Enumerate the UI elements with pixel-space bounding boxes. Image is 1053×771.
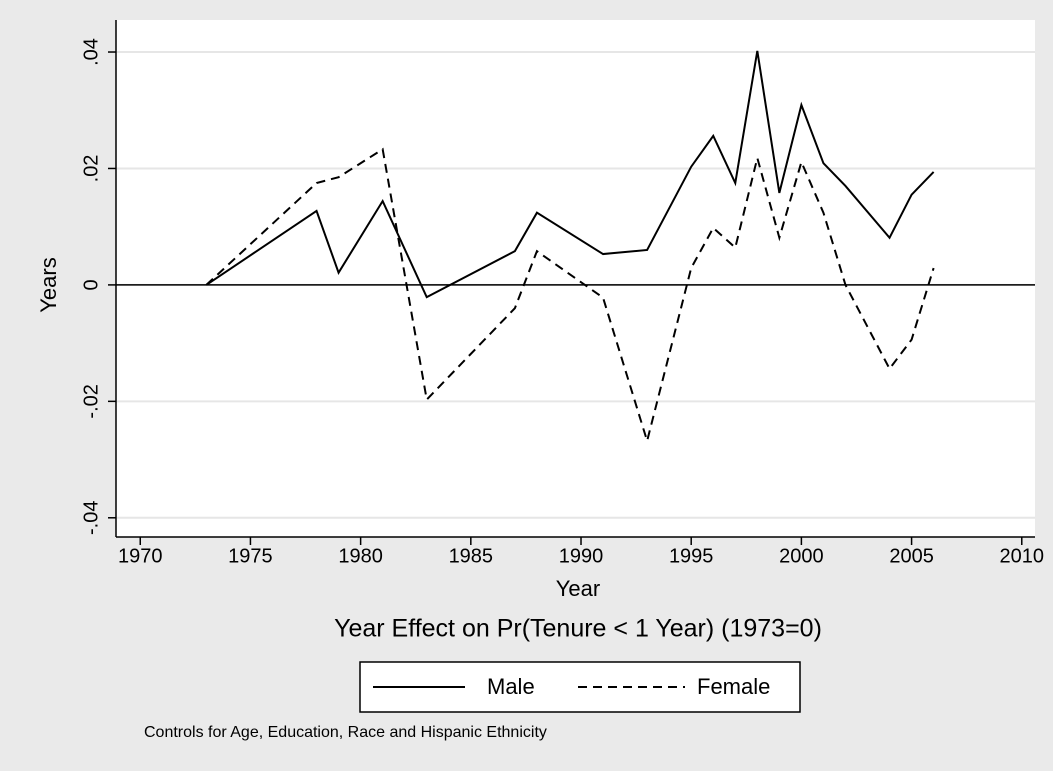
x-tick-label: 1970 bbox=[118, 545, 163, 567]
x-tick-label: 2010 bbox=[1000, 545, 1045, 567]
x-tick-label: 2000 bbox=[779, 545, 824, 567]
y-tick-label: 0 bbox=[80, 279, 102, 290]
series-line bbox=[205, 147, 935, 445]
x-tick-label: 2005 bbox=[889, 545, 934, 567]
x-tick-label: 1980 bbox=[338, 545, 383, 567]
y-tick-label: .04 bbox=[80, 38, 102, 66]
legend-label: Male bbox=[487, 674, 535, 699]
x-axis-label: Year bbox=[556, 576, 600, 601]
y-tick-label: -.04 bbox=[80, 501, 102, 535]
legend-label: Female bbox=[697, 674, 770, 699]
x-tick-label: 1975 bbox=[228, 545, 273, 567]
chart-title: Year Effect on Pr(Tenure < 1 Year) (1973… bbox=[334, 615, 822, 643]
series-line bbox=[205, 50, 935, 299]
x-tick-label: 1990 bbox=[559, 545, 604, 567]
x-tick-label: 1985 bbox=[449, 545, 494, 567]
note: Controls for Age, Education, Race and Hi… bbox=[144, 724, 547, 741]
y-tick-label: -.02 bbox=[80, 384, 102, 418]
y-axis-label: Years bbox=[36, 257, 61, 312]
x-tick-label: 1995 bbox=[669, 545, 714, 567]
y-tick-label: .02 bbox=[80, 155, 102, 183]
plot-area bbox=[116, 20, 1035, 537]
